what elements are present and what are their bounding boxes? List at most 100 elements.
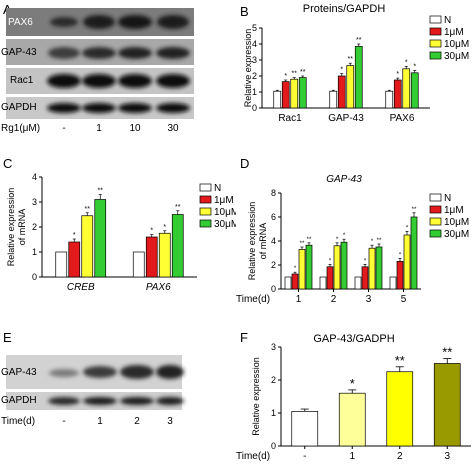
x-tick-label: - — [303, 451, 306, 462]
legend-label: 1μM — [444, 27, 464, 38]
blot-a-treatment-label: Rg1(μM) — [1, 123, 41, 134]
blot-e-lane-label: 3 — [167, 416, 173, 427]
y-axis-label: Relative expression — [247, 202, 257, 281]
legend-label: 1μM — [214, 195, 234, 206]
bar — [340, 241, 348, 290]
legend-label: 30μM — [214, 219, 236, 230]
y-tick-label: 4 — [271, 236, 276, 246]
x-tick-label: PAX6 — [146, 282, 171, 293]
significance-marker: * — [396, 71, 399, 78]
legend-label: 30μM — [444, 51, 469, 62]
bar — [290, 78, 299, 109]
bar — [354, 276, 362, 290]
panel-letter-e: E — [3, 330, 12, 345]
bar — [298, 249, 306, 290]
bar — [389, 276, 397, 290]
y-axis-label: Relative expression — [251, 357, 261, 436]
blot-a-row-label: GAP-43 — [1, 47, 37, 58]
y-tick-label: 8 — [271, 188, 276, 198]
significance-marker: ** — [175, 204, 181, 211]
significance-marker: ** — [356, 37, 362, 44]
y-tick-label: 1 — [252, 87, 257, 97]
legend-label: N — [444, 193, 451, 204]
y-tick-label: 0 — [271, 441, 276, 451]
y-axis-label: of mRNA — [258, 223, 268, 260]
x-tick-label: 3 — [444, 451, 450, 462]
bar — [386, 371, 414, 447]
bar — [403, 234, 411, 290]
significance-marker: * — [364, 258, 367, 264]
significance-marker: * — [350, 376, 355, 391]
bar — [291, 410, 319, 447]
significance-marker: ** — [307, 237, 312, 243]
bar — [361, 266, 369, 290]
bar — [346, 65, 355, 109]
bar — [393, 79, 402, 109]
bar — [305, 244, 313, 290]
legend-swatch — [199, 195, 212, 204]
y-tick-label: 3 — [252, 55, 257, 65]
significance-marker: ** — [395, 353, 405, 368]
significance-marker: * — [73, 232, 76, 239]
legend-swatch — [199, 183, 212, 192]
y-tick-label: 2 — [32, 222, 37, 232]
y-tick-label: 1 — [271, 408, 276, 418]
significance-marker: * — [406, 225, 409, 231]
legend-swatch — [429, 193, 442, 202]
x-tick-label: 2 — [331, 294, 337, 305]
legend-swatch — [199, 219, 212, 228]
panel-letter-c: C — [3, 156, 13, 171]
blot-e-row-label: GAP-43 — [1, 367, 37, 378]
y-tick-label: 2 — [271, 260, 276, 270]
panel-letter-d: D — [240, 156, 250, 171]
x-tick-label: 5 — [401, 294, 407, 305]
panel-letter-f: F — [240, 330, 248, 345]
bar — [333, 245, 341, 290]
significance-marker: * — [340, 67, 343, 74]
y-tick-label: 4 — [252, 39, 257, 49]
chart-f: 0 1 2 3 Relative expression - * 1 ** 2 ** 3 Time(d) G… — [236, 333, 471, 462]
y-tick-label: 3 — [32, 197, 37, 207]
y-tick-label: 2 — [252, 71, 257, 81]
bar — [354, 46, 363, 109]
significance-marker: * — [336, 237, 339, 243]
blot-a-row-label: GAPDH — [1, 102, 37, 113]
significance-marker: ** — [98, 188, 104, 195]
legend-label: 10μM — [444, 39, 469, 50]
legend-label: 30μM — [444, 229, 469, 240]
significance-marker: * — [329, 258, 332, 264]
blot-a-lane-label: 10 — [129, 123, 141, 134]
bar — [284, 276, 292, 290]
significance-marker: * — [399, 252, 402, 258]
y-tick-label: 4 — [32, 172, 37, 182]
legend-swatch — [429, 51, 442, 60]
blot-a-lane-label: 30 — [167, 123, 179, 134]
blot-e-lane-label: 1 — [97, 416, 103, 427]
significance-marker: ** — [412, 207, 417, 213]
blot-e-row-label: GAPDH — [1, 395, 37, 406]
bar — [171, 214, 184, 278]
bar — [402, 68, 411, 109]
panel-letter-b: B — [240, 4, 249, 19]
significance-marker: * — [163, 224, 166, 231]
significance-marker: * — [284, 73, 287, 80]
significance-marker: * — [405, 59, 408, 66]
legend-label: 10μM — [214, 207, 236, 218]
x-tick-label: 1 — [349, 451, 355, 462]
y-axis-label: of mRNA — [17, 209, 27, 246]
y-tick-label: 5 — [252, 23, 257, 33]
significance-marker: ** — [300, 69, 306, 76]
legend-swatch — [429, 39, 442, 48]
y-tick-label: 2 — [271, 375, 276, 385]
y-tick-label: 0 — [271, 284, 276, 294]
legend-label: 1μM — [444, 205, 464, 216]
legend-label: N — [214, 183, 221, 194]
bar — [326, 266, 334, 290]
y-axis-label: Relative expression — [6, 188, 16, 267]
significance-marker: ** — [348, 56, 354, 63]
blot-a-lane-label: - — [62, 123, 66, 134]
legend-swatch — [429, 229, 442, 238]
